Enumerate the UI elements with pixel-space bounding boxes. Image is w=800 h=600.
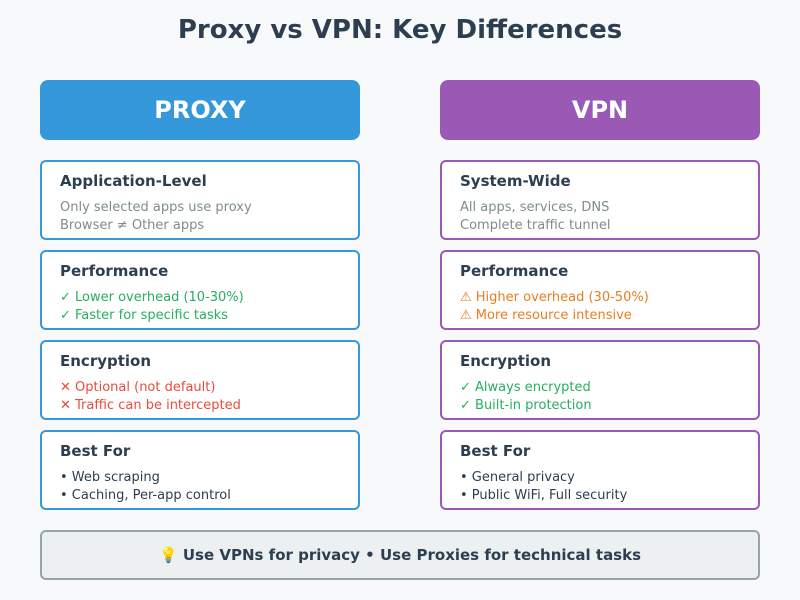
card: Performance ⚠ Higher overhead (30-50%) ⚠ M… [440, 250, 760, 330]
card-line: ✓ Built-in protection [460, 398, 592, 413]
card-title: Encryption [460, 352, 552, 370]
column-header: PROXY [40, 80, 360, 140]
card-line: ✓ Always encrypted [460, 380, 591, 395]
card-line: Only selected apps use proxy [60, 200, 252, 215]
card-line: • Caching, Per-app control [60, 488, 231, 503]
card: Encryption ✕ Optional (not default) ✕ Traf… [40, 340, 360, 420]
card-line: ✓ Lower overhead (10-30%) [60, 290, 244, 305]
column-header: VPN [440, 80, 760, 140]
card: Application-Level Only selected apps use … [40, 160, 360, 240]
card-title: Best For [60, 442, 131, 460]
card: Best For • General privacy • Public WiFi, … [440, 430, 760, 510]
card-title: Application-Level [60, 172, 207, 190]
card-line: • Public WiFi, Full security [460, 488, 628, 503]
card-line: • General privacy [460, 470, 575, 485]
card: Best For • Web scraping • Caching, Per-app… [40, 430, 360, 510]
card-line: ⚠ Higher overhead (30-50%) [460, 290, 649, 305]
card: System-Wide All apps, services, DNS Comple… [440, 160, 760, 240]
card-line: ✓ Faster for specific tasks [60, 308, 229, 323]
card: Encryption ✓ Always encrypted ✓ Built-in p… [440, 340, 760, 420]
card-title: Encryption [60, 352, 152, 370]
card-line: • Web scraping [60, 470, 160, 485]
card-line: ⚠ More resource intensive [460, 308, 632, 323]
title: Proxy vs VPN: Key Differences [177, 15, 623, 45]
card: Performance ✓ Lower overhead (10-30%) ✓ Fa… [40, 250, 360, 330]
card-line: ✕ Traffic can be intercepted [60, 398, 241, 413]
card-line: All apps, services, DNS [460, 200, 610, 215]
card-title: Best For [460, 442, 531, 460]
card-title: System-Wide [460, 172, 571, 190]
card-line: ✕ Optional (not default) [60, 380, 216, 395]
card-line: Complete traffic tunnel [460, 218, 611, 233]
card-title: Performance [60, 262, 169, 280]
card-line: Browser ≠ Other apps [60, 218, 205, 233]
card-title: Performance [460, 262, 569, 280]
footer: 💡 Use VPNs for privacy • Use Proxies for… [40, 530, 760, 580]
